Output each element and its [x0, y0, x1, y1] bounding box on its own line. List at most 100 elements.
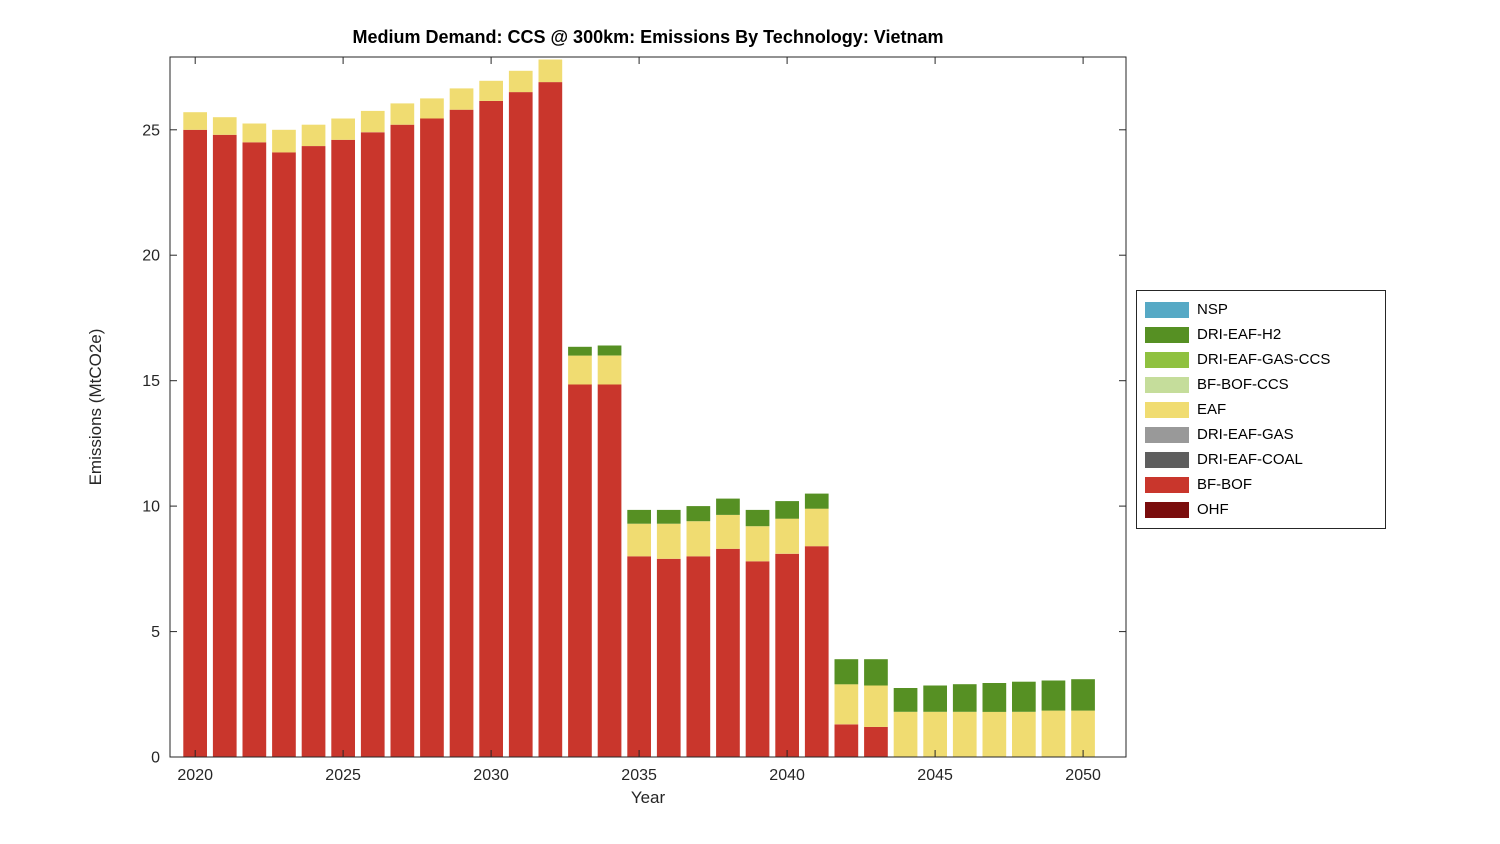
bar-segment-dri-eaf-h2-2035 [627, 509, 651, 524]
legend-label: NSP [1197, 301, 1228, 318]
x-tick-label: 2040 [769, 767, 805, 784]
bar-segment-bf-bof-2039 [745, 561, 770, 757]
bar-segment-eaf-2029 [449, 88, 474, 110]
legend-item-dri-eaf-gas: DRI-EAF-GAS [1145, 422, 1377, 447]
bar-segment-eaf-2038 [716, 514, 740, 549]
bar-segment-eaf-2028 [420, 98, 444, 119]
bar-segment-dri-eaf-h2-2048 [1012, 681, 1036, 712]
x-tick-label: 2035 [621, 767, 657, 784]
x-tick-label: 2030 [473, 767, 509, 784]
bar-segment-dri-eaf-h2-2036 [656, 509, 681, 524]
bar-segment-bf-bof-2026 [360, 132, 385, 758]
bar-segment-eaf-2021 [212, 117, 237, 135]
bar-segment-dri-eaf-h2-2034 [597, 345, 622, 356]
legend-label: DRI-EAF-H2 [1197, 326, 1282, 343]
legend-item-dri-eaf-coal: DRI-EAF-COAL [1145, 447, 1377, 472]
legend-swatch-ohf [1145, 501, 1189, 518]
bar-segment-dri-eaf-h2-2050 [1071, 679, 1095, 711]
bar-segment-bf-bof-2041 [804, 546, 829, 757]
x-tick-label: 2045 [917, 767, 953, 784]
bar-segment-dri-eaf-h2-2046 [952, 684, 977, 712]
chart-title: Medium Demand: CCS @ 300km: Emissions By… [352, 27, 944, 47]
legend-swatch-dri-eaf-h2 [1145, 326, 1189, 343]
bar-segment-dri-eaf-h2-2033 [568, 346, 592, 356]
legend-swatch-eaf [1145, 401, 1189, 418]
bar-segment-bf-bof-2037 [686, 556, 711, 757]
y-tick-label: 0 [151, 750, 160, 767]
bar-segment-bf-bof-2043 [864, 726, 888, 757]
bar-segment-eaf-2022 [242, 123, 267, 143]
bar-segment-bf-bof-2030 [479, 100, 503, 757]
bar-segment-eaf-2033 [568, 355, 592, 385]
bar-segment-eaf-2044 [893, 711, 918, 757]
bar-segment-bf-bof-2029 [449, 109, 474, 757]
y-tick-label: 20 [142, 248, 160, 265]
x-tick-label: 2020 [177, 767, 213, 784]
bar-segment-bf-bof-2024 [301, 146, 326, 758]
bar-segment-bf-bof-2021 [212, 134, 237, 758]
bar-segment-bf-bof-2036 [656, 558, 681, 757]
bar-segment-dri-eaf-h2-2043 [864, 659, 888, 686]
bar-segment-bf-bof-2032 [538, 82, 563, 758]
bar-segment-bf-bof-2031 [508, 92, 533, 758]
legend-swatch-bf-bof-ccs [1145, 376, 1189, 393]
bar-segment-dri-eaf-h2-2047 [982, 683, 1007, 712]
bar-segment-dri-eaf-h2-2039 [745, 509, 770, 527]
bar-segment-bf-bof-2034 [597, 384, 622, 757]
bar-segment-bf-bof-2020 [183, 129, 207, 758]
bar-segment-bf-bof-2042 [834, 724, 859, 757]
legend-item-dri-eaf-gas-ccs: DRI-EAF-GAS-CCS [1145, 347, 1377, 372]
bar-segment-bf-bof-2028 [420, 118, 444, 757]
bar-segment-dri-eaf-h2-2038 [716, 498, 740, 515]
bar-segment-eaf-2040 [775, 518, 799, 554]
bar-segment-dri-eaf-h2-2042 [834, 659, 859, 685]
bar-segment-eaf-2036 [656, 523, 681, 559]
y-tick-label: 10 [142, 499, 160, 516]
bar-segment-dri-eaf-h2-2044 [893, 688, 918, 712]
legend-item-bf-bof: BF-BOF [1145, 472, 1377, 497]
legend-item-ohf: OHF [1145, 497, 1377, 522]
bar-segment-eaf-2046 [952, 711, 977, 757]
y-tick-label: 5 [151, 624, 160, 641]
legend-swatch-dri-eaf-gas [1145, 426, 1189, 443]
bar-segment-eaf-2025 [331, 118, 355, 140]
bar-segment-eaf-2032 [538, 59, 563, 83]
bar-segment-eaf-2031 [508, 70, 533, 93]
bar-segment-eaf-2030 [479, 80, 503, 101]
legend-label: DRI-EAF-GAS-CCS [1197, 351, 1331, 368]
bar-segment-eaf-2042 [834, 684, 859, 725]
bar-segment-dri-eaf-h2-2040 [775, 501, 799, 519]
legend-label: BF-BOF-CCS [1197, 376, 1289, 393]
bar-segment-bf-bof-2035 [627, 556, 651, 757]
legend: NSP DRI-EAF-H2 DRI-EAF-GAS-CCS BF-BOF-CCS EA… [1136, 290, 1386, 529]
legend-swatch-bf-bof [1145, 476, 1189, 493]
bar-segment-eaf-2049 [1041, 710, 1066, 757]
bar-segment-dri-eaf-h2-2041 [804, 493, 829, 509]
bar-segment-dri-eaf-h2-2037 [686, 506, 711, 522]
y-tick-label: 25 [142, 122, 160, 139]
bar-segment-eaf-2039 [745, 526, 770, 562]
bar-segment-eaf-2037 [686, 521, 711, 557]
bar-segment-eaf-2020 [183, 112, 207, 130]
x-tick-label: 2050 [1065, 767, 1101, 784]
bar-segment-eaf-2024 [301, 124, 326, 146]
bar-segment-bf-bof-2038 [716, 548, 740, 757]
legend-swatch-nsp [1145, 301, 1189, 318]
legend-label: OHF [1197, 501, 1229, 518]
legend-item-eaf: EAF [1145, 397, 1377, 422]
legend-swatch-dri-eaf-coal [1145, 451, 1189, 468]
bar-segment-eaf-2045 [923, 711, 947, 757]
bar-segment-bf-bof-2027 [390, 124, 415, 757]
axes-box [169, 56, 1127, 758]
legend-label: EAF [1197, 401, 1227, 418]
bar-segment-eaf-2027 [390, 103, 415, 125]
legend-swatch-dri-eaf-gas-ccs [1145, 351, 1189, 368]
bar-segment-eaf-2048 [1012, 711, 1036, 757]
bar-segment-bf-bof-2023 [272, 152, 296, 758]
legend-label: BF-BOF [1197, 476, 1252, 493]
bar-segment-eaf-2026 [360, 110, 385, 133]
legend-item-dri-eaf-h2: DRI-EAF-H2 [1145, 322, 1377, 347]
bar-segment-bf-bof-2033 [568, 384, 592, 757]
